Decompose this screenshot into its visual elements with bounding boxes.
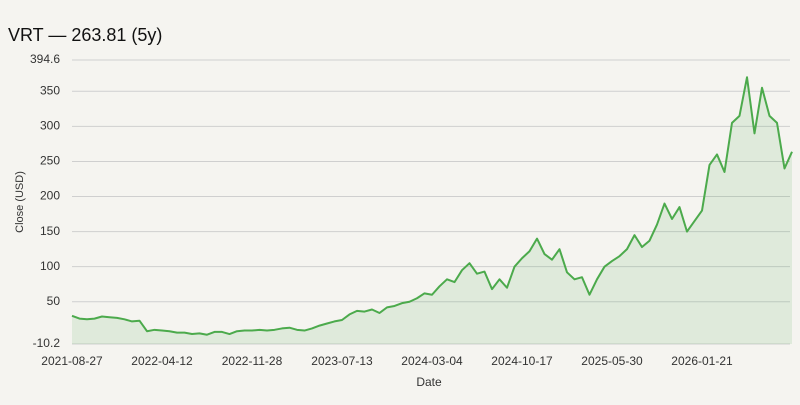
area: [72, 77, 792, 344]
line: [71, 76, 793, 336]
y-tick-label: 250: [40, 154, 60, 168]
x-tick-label: 2022-11-28: [222, 354, 283, 368]
y-tick-label: 50: [47, 294, 61, 308]
y-tick-label: 394.6: [30, 52, 60, 66]
y-axis-label: Close (USD): [14, 171, 26, 233]
x-tick-label: 2022-04-12: [131, 354, 193, 368]
x-tick-label: 2026-01-21: [671, 354, 733, 368]
y-tick-label: 200: [40, 189, 60, 203]
y-tick-label: -10.2: [33, 336, 61, 350]
chart-title: VRT — 263.81 (5y): [8, 25, 162, 45]
y-tick-label: 100: [40, 259, 60, 273]
y-tick-label: 350: [40, 83, 60, 97]
x-tick-label: 2021-08-27: [41, 354, 103, 368]
y-tick-label: 300: [40, 119, 60, 133]
x-axis-label: Date: [416, 375, 442, 389]
x-tick-label: 2024-10-17: [491, 354, 553, 368]
y-tick-label: 150: [40, 224, 60, 238]
x-tick-label: 2024-03-04: [401, 354, 463, 368]
x-tick-label: 2025-05-30: [581, 354, 643, 368]
x-tick-label: 2023-07-13: [311, 354, 373, 368]
